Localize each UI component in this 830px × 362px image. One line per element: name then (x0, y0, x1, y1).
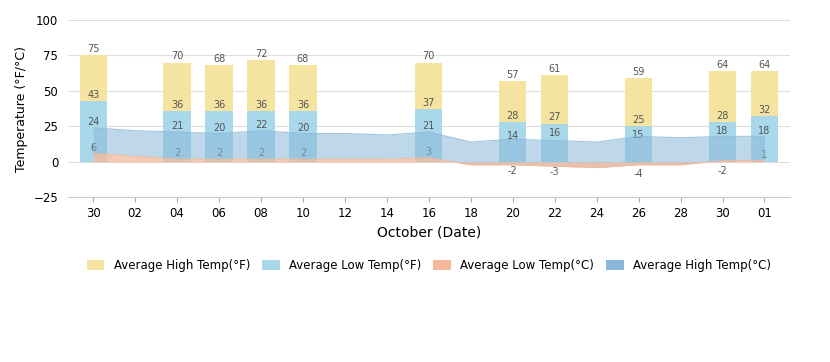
Bar (541, 123, 569, 162)
Text: 15: 15 (632, 130, 645, 140)
Text: 21: 21 (171, 121, 183, 131)
Text: 70: 70 (422, 51, 435, 62)
Y-axis label: Temperature (°F/°C): Temperature (°F/°C) (15, 46, 28, 172)
Text: 64: 64 (759, 60, 770, 70)
Text: 24: 24 (87, 117, 100, 127)
Bar (80, 55, 107, 162)
Bar (709, 71, 736, 162)
Bar (499, 122, 526, 162)
Text: -3: -3 (550, 167, 559, 177)
Text: -2: -2 (508, 166, 518, 176)
Text: 20: 20 (297, 123, 309, 133)
Text: 37: 37 (422, 98, 435, 108)
Bar (625, 78, 652, 162)
Text: 64: 64 (716, 60, 729, 70)
Text: 3: 3 (426, 147, 432, 157)
Legend: Average High Temp(°F), Average Low Temp(°F), Average Low Temp(°C), Average High : Average High Temp(°F), Average Low Temp(… (82, 254, 776, 277)
Text: 36: 36 (297, 100, 309, 110)
Bar (625, 126, 652, 162)
Bar (290, 66, 316, 162)
Text: 28: 28 (716, 111, 729, 121)
Text: 18: 18 (759, 126, 770, 136)
Text: 43: 43 (87, 90, 100, 100)
Text: 28: 28 (506, 111, 519, 121)
Bar (499, 81, 526, 162)
Bar (415, 63, 442, 162)
Text: 2: 2 (258, 148, 264, 158)
Bar (164, 111, 191, 162)
X-axis label: October (Date): October (Date) (377, 226, 481, 240)
Bar (247, 111, 275, 162)
Text: 72: 72 (255, 49, 267, 59)
Bar (541, 75, 569, 162)
Bar (247, 60, 275, 162)
Text: 36: 36 (171, 100, 183, 110)
Bar (206, 66, 232, 162)
Bar (751, 71, 778, 162)
Text: 68: 68 (213, 54, 225, 64)
Text: 21: 21 (422, 121, 435, 131)
Text: 2: 2 (300, 148, 306, 158)
Text: 20: 20 (212, 123, 225, 133)
Bar (206, 111, 232, 162)
Text: 16: 16 (549, 129, 561, 139)
Text: 22: 22 (255, 120, 267, 130)
Text: -2: -2 (718, 166, 727, 176)
Text: 32: 32 (759, 105, 770, 115)
Text: 27: 27 (549, 113, 561, 122)
Text: 18: 18 (716, 126, 729, 136)
Text: 2: 2 (216, 148, 222, 158)
Text: 36: 36 (255, 100, 267, 110)
Text: 59: 59 (632, 67, 645, 77)
Text: 75: 75 (87, 44, 100, 54)
Bar (415, 109, 442, 162)
Text: 6: 6 (90, 143, 96, 153)
Bar (290, 111, 316, 162)
Text: 2: 2 (174, 148, 180, 158)
Text: 70: 70 (171, 51, 183, 62)
Text: 57: 57 (506, 70, 519, 80)
Bar (751, 117, 778, 162)
Bar (80, 101, 107, 162)
Text: 25: 25 (632, 115, 645, 125)
Text: 14: 14 (506, 131, 519, 141)
Text: 68: 68 (297, 54, 309, 64)
Bar (709, 122, 736, 162)
Bar (164, 63, 191, 162)
Text: 1: 1 (761, 150, 768, 160)
Text: -4: -4 (634, 169, 643, 179)
Text: 61: 61 (549, 64, 561, 74)
Text: 36: 36 (213, 100, 225, 110)
